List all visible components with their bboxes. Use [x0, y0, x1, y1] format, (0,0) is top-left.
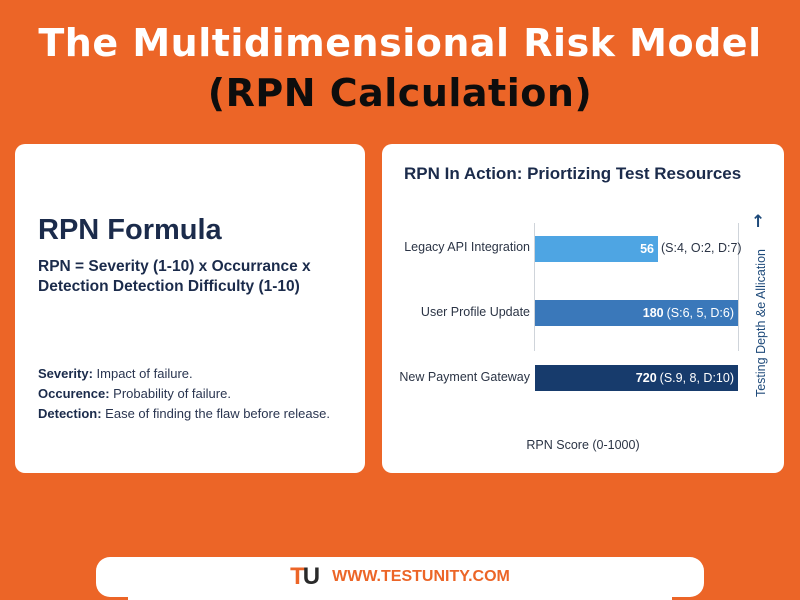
logo-t: T — [290, 563, 305, 590]
definition-desc: Probability of failure. — [109, 386, 231, 401]
bar-detail: (S.9, 8, D:10) — [659, 371, 734, 385]
bar-chart: Legacy API Integration 56 (S:4, O:2, D:7… — [382, 144, 784, 473]
bar-user-profile: 180 (S:6, 5, D:6) — [535, 300, 738, 326]
definition-term: Severity: — [38, 366, 93, 381]
title-line-1: The Multidimensional Risk Model — [38, 21, 762, 65]
page-title: The Multidimensional Risk Model (RPN Cal… — [0, 18, 800, 118]
definition-term: Detection: — [38, 406, 102, 421]
website-link[interactable]: WWW.TESTUNITY.COM — [332, 568, 510, 585]
bar-value: 720 — [635, 371, 657, 385]
logo-u: U — [302, 563, 321, 590]
bar-value: 180 — [642, 306, 664, 320]
rpn-formula-card: RPN Formula RPN = Severity (1-10) x Occu… — [15, 144, 365, 473]
category-label: Legacy API Integration — [404, 240, 530, 254]
chart-title: RPN In Action: Priortizing Test Resource… — [404, 164, 742, 183]
footer-strip — [128, 595, 672, 600]
title-line-2: (RPN Calculation) — [207, 71, 593, 115]
definition-desc: Impact of failure. — [92, 366, 193, 381]
definition-term: Occurence: — [38, 386, 110, 401]
y-axis-label-group: ↑ Testing Depth &e Allication — [749, 212, 769, 397]
definition-occurence: Occurence: Probability of failure. — [38, 384, 330, 404]
definition-desc: Ease of finding the flaw before release. — [101, 406, 330, 421]
formula-text: RPN = Severity (1-10) x Occurrance x Det… — [38, 258, 311, 295]
category-label: User Profile Update — [420, 305, 530, 319]
right-axis-line — [738, 223, 739, 351]
x-axis-label: RPN Score (0-1000) — [526, 438, 640, 452]
bar-detail: (S:4, O:2, D:7) — [661, 241, 742, 255]
y-axis-label: Testing Depth &e Allication — [754, 249, 768, 398]
formula-heading: RPN Formula — [38, 214, 222, 246]
definitions-list: Severity: Impact of failure. Occurence: … — [38, 364, 330, 424]
definition-severity: Severity: Impact of failure. — [38, 364, 330, 384]
definition-detection: Detection: Ease of finding the flaw befo… — [38, 404, 330, 424]
bar-detail: (S:6, 5, D:6) — [666, 306, 734, 320]
bar-payment-gateway: 720 (S.9, 8, D:10) — [535, 365, 738, 391]
y-axis-line — [534, 223, 535, 351]
bar-value: 56 — [640, 242, 654, 256]
arrow-up-icon: ↑ — [751, 212, 766, 232]
rpn-chart-card: RPN In Action: Priortizing Test Resource… — [382, 144, 784, 473]
category-label: New Payment Gateway — [399, 370, 530, 384]
bar-legacy-api: 56 — [535, 236, 658, 262]
